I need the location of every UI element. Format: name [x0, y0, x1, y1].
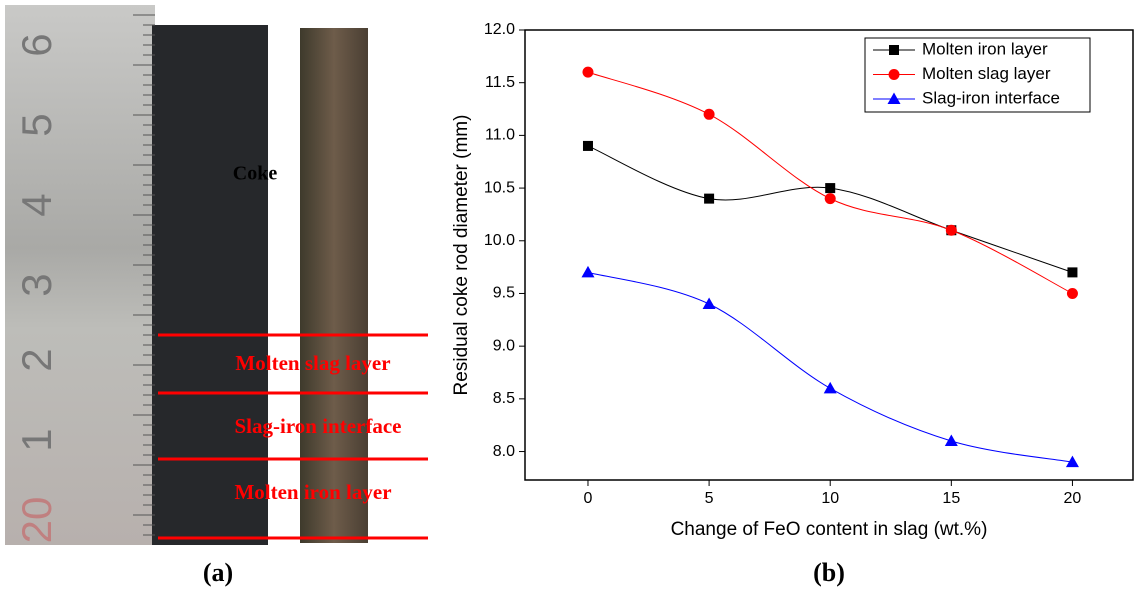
ruler-label: 4 [13, 193, 60, 216]
marker [825, 183, 836, 194]
marker [1066, 287, 1078, 299]
ruler-label: 5 [13, 113, 60, 136]
marker [1067, 267, 1078, 278]
coke-label: Coke [233, 163, 278, 185]
marker [582, 66, 594, 78]
panel-caption: (b) [813, 558, 845, 587]
y-axis-label: Residual coke rod diameter (mm) [451, 115, 472, 396]
ruler-label: 3 [13, 273, 60, 296]
marker [704, 193, 715, 204]
layer-label: Molten iron layer [234, 480, 391, 504]
ruler-label: 2 [13, 348, 60, 371]
x-tick-label: 0 [584, 490, 593, 507]
ruler [5, 5, 155, 545]
marker [945, 224, 957, 236]
y-tick-label: 9.0 [493, 337, 515, 354]
y-tick-label: 11.0 [485, 127, 515, 144]
series-line [587, 271, 1073, 463]
marker [1065, 455, 1079, 468]
marker [581, 265, 595, 278]
layer-label: Slag-iron interface [235, 414, 402, 438]
y-tick-label: 10.0 [484, 232, 515, 249]
y-tick-label: 12.0 [484, 21, 515, 38]
marker [887, 92, 901, 104]
legend-label: Molten slag layer [922, 64, 1051, 83]
x-axis-label: Change of FeO content in slag (wt.%) [671, 519, 988, 540]
plot-frame [524, 29, 1134, 481]
marker [944, 434, 958, 447]
ruler-label: 6 [13, 33, 60, 56]
x-tick-label: 20 [1064, 490, 1082, 507]
reacted-rod [300, 28, 368, 543]
legend-label: Molten iron layer [922, 39, 1048, 58]
marker [582, 140, 593, 151]
x-tick-label: 15 [942, 490, 960, 507]
y-tick-label: 10.5 [484, 179, 515, 196]
x-tick-label: 5 [705, 490, 714, 507]
marker [889, 45, 899, 55]
marker [703, 108, 715, 120]
layer-label: Molten slag layer [235, 351, 390, 375]
marker [823, 381, 837, 394]
legend-label: Slag-iron interface [922, 88, 1060, 107]
x-tick-label: 10 [821, 490, 839, 507]
y-tick-label: 11.5 [485, 74, 515, 91]
y-tick-label: 9.5 [493, 285, 515, 302]
coke-rod [152, 25, 268, 545]
y-tick-label: 8.0 [493, 443, 515, 460]
marker [824, 193, 836, 205]
y-tick-label: 8.5 [493, 390, 515, 407]
marker [888, 69, 900, 80]
ruler-label: 1 [13, 428, 60, 451]
ruler-label: 20 [13, 497, 60, 544]
panel-caption: (a) [203, 558, 233, 587]
marker [702, 297, 716, 310]
photo-panel [5, 5, 368, 545]
